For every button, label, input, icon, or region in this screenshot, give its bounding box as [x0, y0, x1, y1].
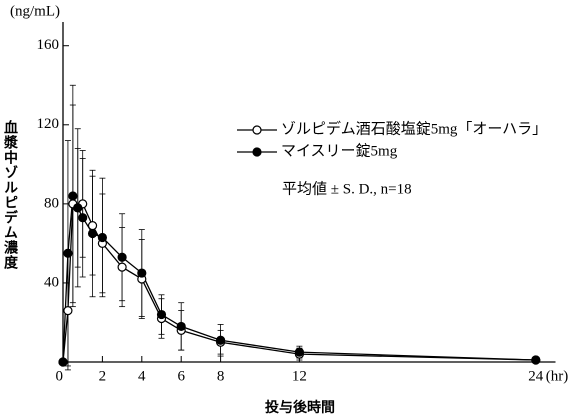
x-tick-label: 0 [56, 368, 64, 384]
data-point [531, 355, 541, 365]
x-tick-label: 2 [99, 368, 107, 384]
x-tick-label: 4 [138, 368, 146, 384]
series-line [62, 202, 536, 363]
data-point [63, 248, 73, 258]
x-tick-label: 24 [528, 368, 544, 384]
data-point [78, 213, 88, 223]
annotation: 平均値 ± S. D., n=18 [282, 180, 412, 197]
data-point [176, 321, 186, 332]
data-point [137, 268, 147, 278]
data-point [117, 252, 127, 262]
y-tick-label: 160 [37, 37, 60, 53]
series-line [62, 195, 536, 363]
data-point [117, 262, 127, 272]
data-point [294, 347, 304, 357]
data-point [97, 232, 108, 243]
x-unit: (hr) [546, 368, 569, 384]
y-unit: (ng/mL) [10, 3, 60, 19]
y-tick-label: 80 [44, 195, 59, 211]
data-point [87, 228, 98, 239]
x-tick-label: 12 [292, 368, 307, 384]
x-title: 投与後時間 [265, 399, 335, 416]
data-point [63, 306, 73, 316]
data-point [216, 335, 226, 345]
legend-marker [252, 125, 262, 135]
y-tick-label: 120 [37, 116, 60, 132]
legend-marker [252, 147, 262, 157]
data-point [156, 309, 167, 320]
y-title: 血漿中ゾルピデム濃度 [2, 119, 19, 270]
legend-label: ゾルピデム酒石酸塩錠5mg「オーハラ」 [281, 119, 547, 137]
data-point [73, 203, 83, 213]
y-tick-label: 40 [44, 274, 59, 290]
x-tick-label: 8 [217, 368, 225, 384]
data-point [58, 357, 68, 367]
x-tick-label: 6 [177, 368, 185, 384]
data-point [87, 221, 98, 231]
legend-label: マイスリー錠5mg [281, 142, 398, 159]
data-point [68, 191, 78, 201]
